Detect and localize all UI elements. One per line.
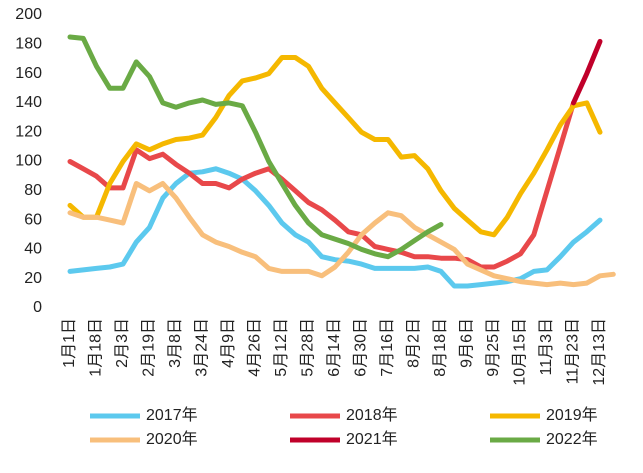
x-tick-label: 10月15日 [512,318,529,386]
x-tick-label: 8月2日 [406,318,423,368]
x-tick-label: 11月23日 [565,318,582,384]
x-tick-label: 3月24日 [194,318,211,377]
y-tick-label: 100 [15,153,42,170]
x-tick-label: 5月12日 [273,318,290,377]
x-tick-label: 2月3日 [114,318,131,368]
x-tick-label: 7月16日 [379,318,396,377]
x-tick-label: 1月1日 [61,318,78,368]
series-line [67,55,603,238]
y-tick-label: 200 [15,6,42,23]
series-line [571,38,603,106]
y-tick-label: 20 [24,270,42,287]
x-tick-label: 4月9日 [220,318,237,368]
legend-label: 2018年 [346,406,398,424]
y-tick-label: 180 [15,36,42,53]
y-tick-label: 60 [24,211,42,228]
x-tick-label: 3月8日 [167,318,184,368]
x-tick-label: 5月28日 [300,318,317,377]
legend-label: 2022年 [546,430,598,448]
x-tick-label: 8月18日 [432,318,449,377]
x-tick-label: 6月14日 [326,318,343,377]
x-tick-label: 9月25日 [485,318,502,377]
legend-label: 2019年 [546,406,598,424]
x-tick-label: 2月19日 [141,318,158,377]
y-tick-label: 40 [24,241,42,258]
y-tick-label: 160 [15,65,42,82]
y-tick-label: 80 [24,182,42,199]
x-tick-label: 6月30日 [353,318,370,377]
legend-label: 2017年 [146,406,198,424]
legend-label: 2020年 [146,430,198,448]
x-tick-label: 9月6日 [459,318,476,368]
x-tick-label: 4月26日 [247,318,264,377]
legend-label: 2021年 [346,430,398,448]
x-tick-label: 1月18日 [88,318,105,377]
series-line [67,181,616,288]
y-tick-label: 120 [15,123,42,140]
x-tick-label: 12月13日 [591,318,608,386]
series-line [67,100,576,270]
y-tick-label: 140 [15,94,42,111]
y-tick-label: 0 [33,299,42,316]
x-tick-label: 11月3日 [538,318,555,376]
series-line [67,34,444,260]
